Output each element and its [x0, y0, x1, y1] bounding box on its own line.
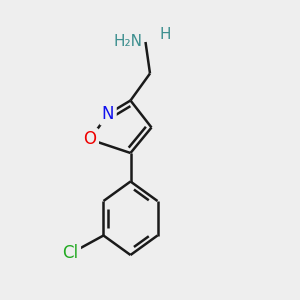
- Text: O: O: [83, 130, 97, 148]
- Text: H₂N: H₂N: [113, 34, 142, 50]
- Text: N: N: [102, 105, 114, 123]
- Text: H: H: [159, 27, 171, 42]
- Text: Cl: Cl: [62, 244, 79, 262]
